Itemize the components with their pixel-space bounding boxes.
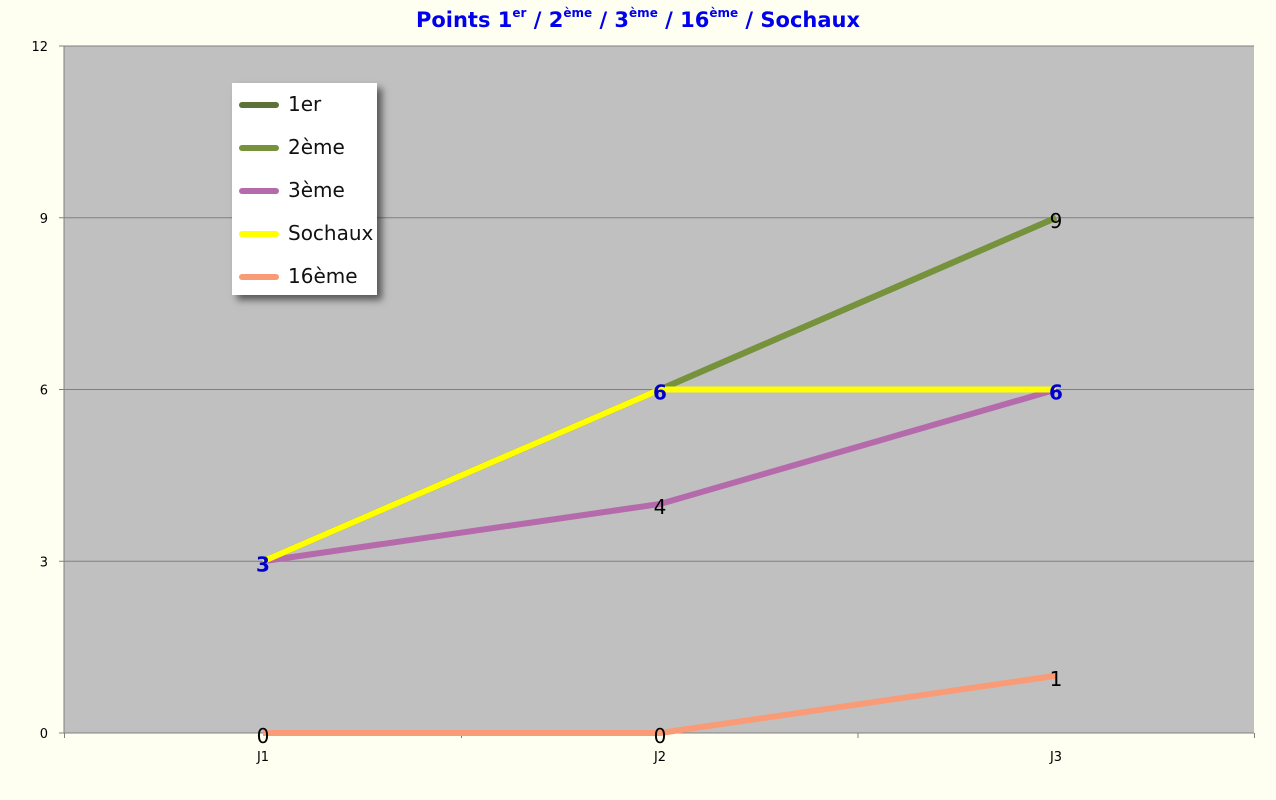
title-text: / Sochaux bbox=[738, 8, 861, 32]
data-label: 6 bbox=[1049, 381, 1063, 405]
title-superscript: ème bbox=[709, 6, 739, 20]
legend-label: 16ème bbox=[288, 264, 358, 288]
legend-swatch bbox=[239, 188, 279, 194]
title-superscript: er bbox=[512, 6, 527, 20]
legend-swatch bbox=[239, 274, 279, 280]
title-text: / 3 bbox=[592, 8, 630, 32]
legend-item: 1er bbox=[232, 89, 377, 119]
title-superscript: ème bbox=[629, 6, 658, 20]
legend-label: 3ème bbox=[288, 178, 345, 202]
x-tick-label: J3 bbox=[1049, 750, 1062, 765]
data-label: 6 bbox=[653, 381, 667, 405]
legend-item: 2ème bbox=[232, 132, 377, 162]
data-label: 9 bbox=[1050, 209, 1063, 233]
legend-swatch bbox=[239, 231, 279, 237]
legend-item: 16ème bbox=[232, 261, 377, 291]
y-tick-label: 12 bbox=[31, 40, 48, 55]
y-tick-label: 6 bbox=[40, 384, 48, 399]
x-tick-label: J2 bbox=[653, 750, 666, 765]
data-label: 1 bbox=[1050, 667, 1063, 691]
title-text: Points 1 bbox=[415, 8, 513, 32]
series-line-2 bbox=[262, 386, 1057, 565]
legend-label: 2ème bbox=[288, 135, 345, 159]
series-line-3 bbox=[261, 386, 1056, 565]
title-superscript: ème bbox=[563, 6, 593, 20]
y-tick-label: 9 bbox=[40, 212, 48, 227]
y-tick-label: 3 bbox=[40, 555, 48, 570]
title-text: / 16 bbox=[657, 8, 710, 32]
chart-legend: 1er 2ème 3ème Sochaux 16ème bbox=[232, 83, 377, 295]
legend-item: 3ème bbox=[232, 175, 377, 205]
legend-swatch bbox=[239, 145, 279, 151]
data-label: 4 bbox=[654, 495, 667, 519]
data-label: 0 bbox=[654, 724, 667, 748]
legend-swatch bbox=[239, 102, 279, 108]
legend-item: Sochaux bbox=[232, 218, 377, 248]
data-label: 0 bbox=[257, 724, 270, 748]
legend-label: 1er bbox=[288, 92, 322, 116]
x-tick-label: J1 bbox=[256, 750, 269, 765]
title-text: / 2 bbox=[526, 8, 564, 32]
series-line-4 bbox=[263, 672, 1057, 736]
chart-title: Points 1er / 2ème / 3ème / 16ème / Socha… bbox=[0, 6, 1276, 32]
legend-label: Sochaux bbox=[288, 221, 374, 245]
y-tick-label: 0 bbox=[40, 727, 48, 742]
data-label: 3 bbox=[256, 552, 270, 576]
